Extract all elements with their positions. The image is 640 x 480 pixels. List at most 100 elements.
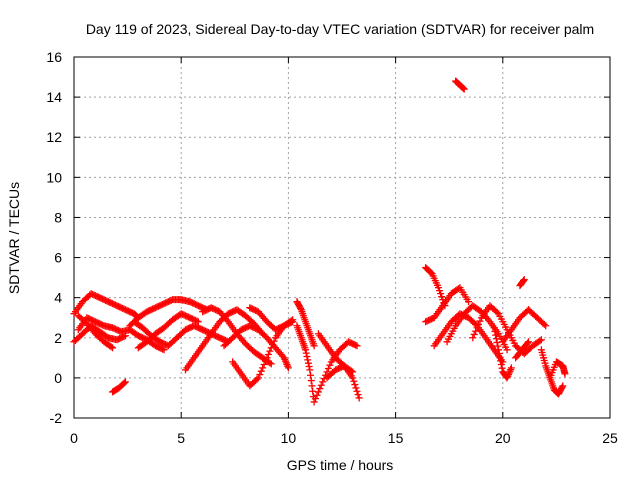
data-point bbox=[194, 318, 202, 326]
data-point bbox=[493, 308, 501, 316]
data-point bbox=[287, 318, 295, 326]
data-point bbox=[559, 382, 567, 390]
data-point bbox=[540, 320, 548, 328]
data-point bbox=[266, 359, 274, 367]
data-point bbox=[302, 346, 310, 354]
data-point bbox=[282, 357, 290, 365]
data-point bbox=[470, 330, 478, 338]
data-point bbox=[460, 85, 468, 93]
y-tick-label: 14 bbox=[46, 89, 62, 105]
data-point bbox=[302, 349, 310, 357]
data-point bbox=[326, 361, 334, 369]
grid-lines bbox=[74, 57, 610, 418]
data-point bbox=[262, 357, 270, 365]
chart-title: Day 119 of 2023, Sidereal Day-to-day VTE… bbox=[86, 21, 594, 37]
data-point bbox=[473, 324, 481, 332]
data-points bbox=[70, 77, 569, 406]
data-point bbox=[314, 388, 322, 396]
y-tick-label: 12 bbox=[46, 129, 62, 145]
data-point bbox=[472, 327, 480, 335]
data-point bbox=[490, 324, 498, 332]
data-point bbox=[120, 379, 128, 387]
data-point bbox=[310, 342, 318, 350]
data-point bbox=[307, 371, 315, 379]
y-tick-label: 10 bbox=[46, 169, 62, 185]
data-point bbox=[263, 354, 271, 362]
data-point bbox=[485, 316, 493, 324]
x-tick-label: 25 bbox=[602, 430, 618, 446]
data-point bbox=[305, 363, 313, 371]
data-point bbox=[310, 398, 318, 406]
data-point bbox=[284, 364, 292, 372]
data-point bbox=[504, 372, 512, 380]
data-point bbox=[160, 346, 168, 354]
data-point bbox=[350, 377, 358, 385]
data-point bbox=[492, 335, 500, 343]
data-point bbox=[497, 357, 505, 365]
data-point bbox=[280, 354, 288, 362]
data-point bbox=[253, 375, 261, 383]
data-point bbox=[496, 353, 504, 361]
data-point bbox=[507, 364, 515, 372]
data-point bbox=[505, 369, 513, 377]
data-point bbox=[282, 359, 290, 367]
data-point bbox=[313, 391, 321, 399]
x-tick-label: 20 bbox=[495, 430, 511, 446]
data-point bbox=[503, 346, 511, 354]
data-point bbox=[464, 298, 472, 306]
data-point bbox=[459, 84, 467, 92]
data-point bbox=[475, 320, 483, 328]
data-point bbox=[351, 381, 359, 389]
data-point bbox=[281, 356, 289, 364]
data-point bbox=[317, 381, 325, 389]
data-point bbox=[523, 339, 531, 347]
data-point bbox=[506, 367, 514, 375]
data-point bbox=[259, 364, 267, 372]
data-point bbox=[269, 340, 277, 348]
data-point bbox=[495, 349, 503, 357]
data-point bbox=[497, 361, 505, 369]
x-tick-label: 10 bbox=[281, 430, 297, 446]
data-point bbox=[520, 276, 528, 284]
data-point bbox=[561, 370, 569, 378]
data-point bbox=[354, 391, 362, 399]
data-point bbox=[304, 356, 312, 364]
data-point bbox=[494, 342, 502, 350]
data-point bbox=[459, 84, 467, 92]
data-point bbox=[264, 350, 272, 358]
data-point bbox=[121, 378, 129, 386]
data-point bbox=[193, 317, 201, 325]
data-point bbox=[469, 334, 477, 342]
data-point bbox=[353, 342, 361, 350]
data-point bbox=[257, 367, 265, 375]
data-point bbox=[306, 366, 314, 374]
data-point bbox=[283, 361, 291, 369]
data-point bbox=[503, 374, 511, 382]
data-point bbox=[491, 327, 499, 335]
data-point bbox=[436, 287, 444, 295]
data-point bbox=[308, 382, 316, 390]
x-tick-label: 5 bbox=[177, 430, 185, 446]
data-point bbox=[558, 383, 566, 391]
data-point bbox=[303, 352, 311, 360]
data-point bbox=[520, 277, 528, 285]
data-point bbox=[537, 336, 545, 344]
data-point bbox=[536, 337, 544, 345]
data-point bbox=[312, 395, 320, 403]
data-point bbox=[223, 316, 231, 324]
data-point bbox=[353, 387, 361, 395]
data-point bbox=[289, 318, 297, 326]
data-point bbox=[495, 346, 503, 354]
data-point bbox=[498, 364, 506, 372]
y-axis-ticks: -2 0 2 4 6 8 10 12 14 16 bbox=[46, 49, 610, 426]
x-axis-label: GPS time / hours bbox=[287, 457, 394, 473]
data-point bbox=[493, 338, 501, 346]
data-point bbox=[352, 341, 360, 349]
x-axis-ticks: 0 5 10 15 20 25 bbox=[70, 57, 618, 446]
data-point bbox=[525, 338, 533, 346]
data-point bbox=[304, 359, 312, 367]
plot-frame bbox=[73, 56, 611, 419]
data-point bbox=[297, 304, 305, 312]
data-point bbox=[109, 344, 117, 352]
